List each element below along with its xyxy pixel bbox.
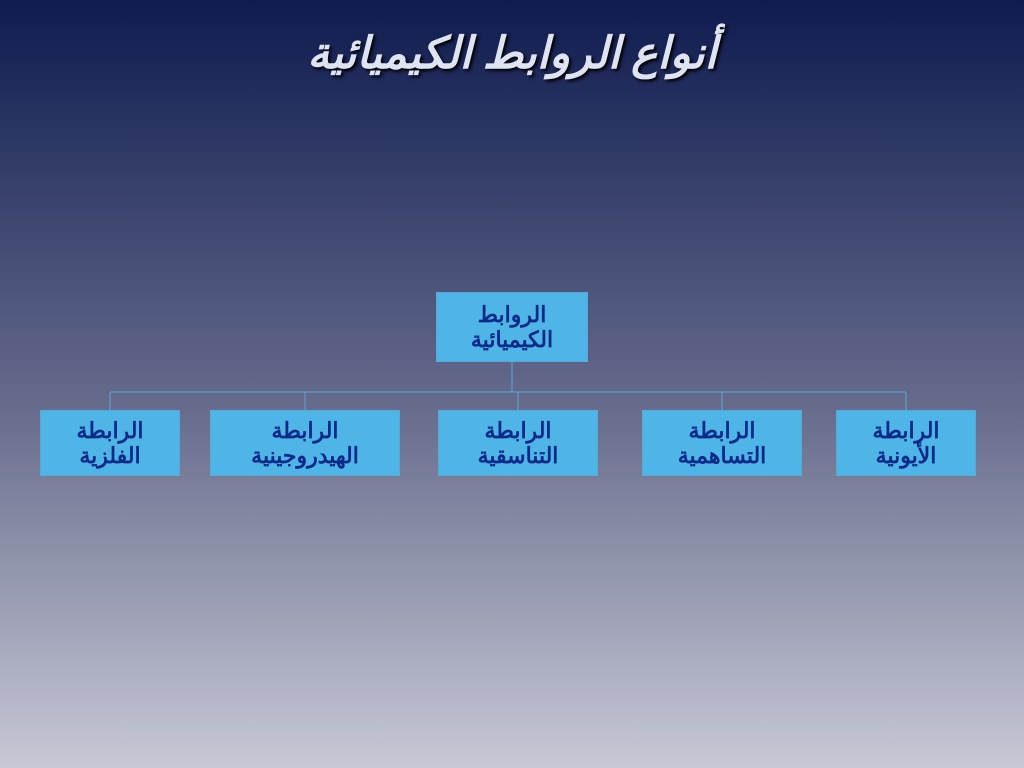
slide: أنواع الروابط الكيميائية الروابط الكيميا… [0, 0, 1024, 768]
node-hydrogen: الرابطة الهيدروجينية [210, 410, 400, 476]
node-ionic: الرابطة الأيونية [836, 410, 976, 476]
connector-lines [0, 0, 1024, 768]
node-metallic: الرابطة الفلزية [40, 410, 180, 476]
node-coordinate: الرابطة التناسقية [438, 410, 598, 476]
slide-title: أنواع الروابط الكيميائية [0, 28, 1024, 79]
node-root: الروابط الكيميائية [436, 292, 588, 362]
node-covalent: الرابطة التساهمية [642, 410, 802, 476]
